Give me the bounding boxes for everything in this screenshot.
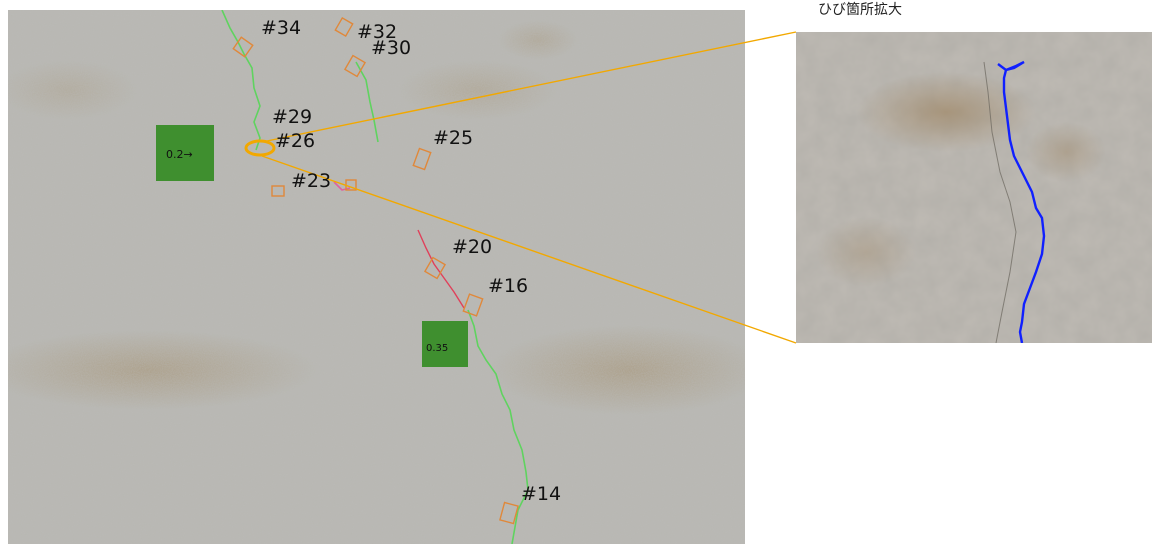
crack-trace-green [221, 10, 261, 151]
marker-box [232, 36, 254, 58]
wall-photo: 0.2→ 0.35 [8, 10, 745, 544]
zoom-photo-canvas [796, 32, 1152, 343]
zoom-photo [796, 32, 1152, 343]
width-tag-upper: 0.2→ [156, 125, 214, 181]
crack-trace-green [467, 309, 529, 544]
marker-box [499, 501, 519, 525]
width-tag-upper-label: 0.2→ [166, 148, 193, 161]
width-tag-lower: 0.35 [422, 321, 468, 367]
width-tag-lower-label: 0.35 [426, 343, 448, 354]
detected-crack-blue [997, 60, 1046, 343]
wall-photo-canvas: 0.2→ 0.35 [8, 10, 745, 544]
zoom-panel-title: ひび箇所拡大 [818, 2, 902, 18]
